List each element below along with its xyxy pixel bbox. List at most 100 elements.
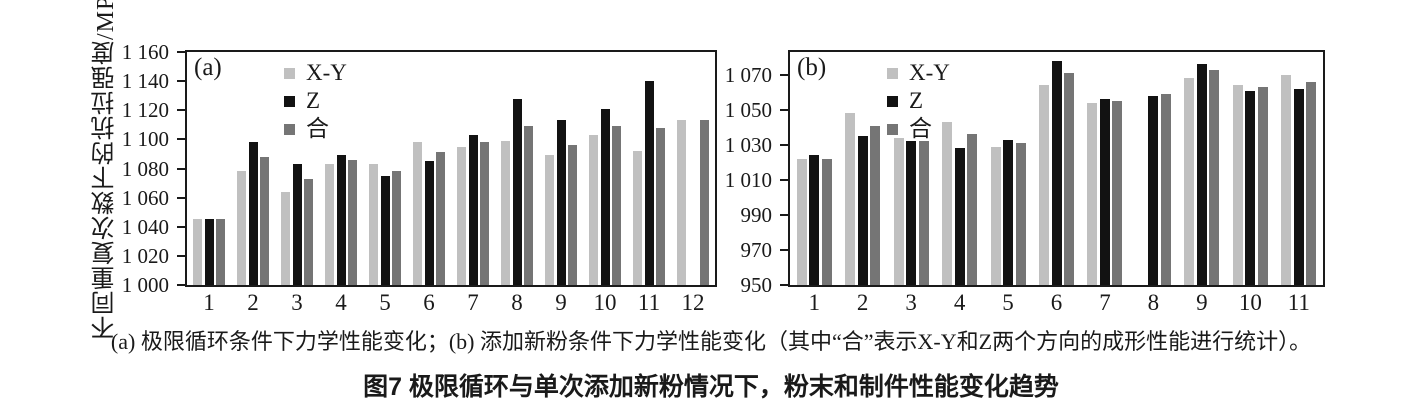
y-axis-tick-label: 1 100 — [121, 127, 169, 152]
y-axis-tick — [780, 143, 788, 146]
bar-合-group-9 — [568, 145, 577, 285]
figure-subcaption: (a) 极限循环条件下力学性能变化；(b) 添加新粉条件下力学性能变化（其中“合… — [110, 329, 1312, 354]
bar-Z-group-7 — [468, 135, 478, 285]
panel-label: (b) — [797, 54, 827, 81]
legend-swatch-icon — [284, 67, 295, 79]
x-axis-tick-label: 1 — [808, 290, 820, 315]
y-axis-tick — [780, 178, 788, 181]
bar-Z-group-9 — [1196, 64, 1207, 285]
y-axis-tick-label: 1 060 — [121, 185, 169, 210]
bar-合-group-8 — [1160, 94, 1171, 285]
bar-Z-group-2 — [857, 136, 868, 285]
x-axis-tick-label: 1 — [203, 290, 215, 315]
y-axis-tick-label: 1 010 — [724, 167, 772, 192]
bar-Z-group-5 — [1003, 139, 1014, 285]
bar-合-group-1 — [216, 219, 225, 285]
bar-X-Y-group-3 — [281, 191, 290, 285]
bar-合-group-3 — [304, 178, 313, 285]
y-axis-tick — [177, 284, 185, 286]
y-axis-tick — [780, 73, 788, 76]
bar-合-group-10 — [1257, 87, 1268, 285]
x-axis-tick-label: 4 — [953, 290, 966, 315]
y-axis-tick — [780, 213, 788, 216]
bar-合-group-2 — [260, 156, 269, 285]
bar-合-group-3 — [918, 141, 929, 285]
y-axis-tick-label: 1 040 — [121, 214, 169, 239]
x-axis-tick-label: 8 — [511, 290, 523, 315]
y-axis-tick-label: 950 — [740, 273, 773, 297]
legend-item-合: 合 — [284, 115, 347, 143]
y-axis-tick-label: 1 080 — [121, 156, 169, 181]
bar-合-group-1 — [821, 158, 832, 285]
bar-合-group-4 — [967, 134, 978, 285]
bar-Z-group-10 — [1245, 90, 1256, 285]
bar-合-group-12 — [700, 120, 709, 285]
bar-合-group-6 — [1064, 73, 1074, 285]
bar-Z-group-6 — [1051, 60, 1062, 285]
bar-合-group-11 — [656, 127, 665, 285]
bar-X-Y-group-8 — [501, 140, 510, 285]
bar-X-Y-group-2 — [237, 171, 246, 285]
y-axis-tick — [177, 109, 185, 112]
x-axis-tick-label: 7 — [467, 290, 479, 315]
y-axis-tick-label: 970 — [740, 237, 773, 262]
bar-X-Y-group-2 — [845, 113, 856, 285]
legend-swatch-icon — [284, 123, 295, 135]
y-axis-tick-label: 1 070 — [724, 62, 772, 87]
legend-item-X-Y: X-Y — [887, 59, 950, 87]
bar-Z-group-10 — [600, 108, 610, 285]
legend-swatch-icon — [887, 95, 898, 107]
x-axis-tick-label: 2 — [856, 290, 869, 315]
bar-X-Y-group-6 — [1039, 85, 1049, 285]
y-axis-tick — [780, 248, 788, 251]
y-axis-tick-label: 1 160 — [121, 40, 169, 64]
bar-合-group-6 — [436, 152, 445, 285]
bar-Z-group-9 — [556, 120, 566, 285]
legend-label: Z — [909, 88, 924, 113]
y-axis-tick — [177, 138, 185, 141]
y-axis-tick — [177, 80, 185, 83]
bar-X-Y-group-10 — [1232, 85, 1243, 285]
y-axis-tick-label: 1 000 — [121, 273, 169, 297]
bar-X-Y-group-10 — [589, 135, 598, 285]
x-axis-tick-label: 3 — [291, 290, 303, 315]
bar-X-Y-group-1 — [193, 219, 202, 285]
y-axis-tick — [177, 167, 185, 170]
bar-X-Y-group-9 — [545, 155, 554, 285]
legend-label: 合 — [306, 116, 329, 141]
legend-label: X-Y — [306, 60, 347, 85]
bar-合-group-2 — [870, 125, 881, 285]
x-axis-tick-label: 5 — [379, 290, 391, 315]
x-axis-tick-label: 12 — [681, 290, 705, 315]
x-axis-tick-label: 6 — [1050, 290, 1063, 315]
x-axis-tick-label: 6 — [423, 290, 435, 315]
bar-合-group-9 — [1209, 69, 1220, 285]
y-axis-tick-label: 1 030 — [724, 132, 772, 157]
x-axis-tick-label: 11 — [1287, 290, 1310, 315]
bar-合-group-5 — [392, 171, 401, 285]
bar-X-Y-group-9 — [1184, 78, 1195, 285]
bar-X-Y-group-6 — [413, 142, 422, 285]
x-axis-tick-label: 8 — [1147, 290, 1160, 315]
bar-X-Y-group-7 — [457, 146, 466, 285]
x-axis-tick-label: 9 — [555, 290, 567, 315]
y-axis-tick-label: 1 140 — [121, 69, 169, 94]
panel-label: (a) — [194, 54, 222, 81]
bar-合-group-7 — [1112, 101, 1123, 285]
bar-X-Y-group-11 — [1281, 74, 1292, 285]
bar-X-Y-group-1 — [796, 158, 807, 285]
bar-X-Y-group-3 — [893, 137, 904, 285]
x-axis-tick-label: 11 — [637, 290, 661, 315]
bar-合-group-5 — [1015, 143, 1026, 285]
bar-Z-group-1 — [809, 155, 820, 285]
bar-X-Y-group-4 — [942, 122, 953, 285]
y-axis-tick-label: 1 020 — [121, 243, 169, 268]
bar-Z-group-11 — [1293, 88, 1304, 285]
bar-Z-group-4 — [336, 155, 346, 285]
y-axis-tick-label: 1 050 — [724, 97, 772, 122]
x-axis-tick-label: 9 — [1196, 290, 1208, 315]
y-axis-tick-label: 990 — [740, 202, 773, 227]
figure-title: 图7 极限循环与单次添加新粉情况下，粉末和制件性能变化趋势 — [363, 373, 1059, 401]
bar-Z-group-3 — [292, 164, 302, 285]
